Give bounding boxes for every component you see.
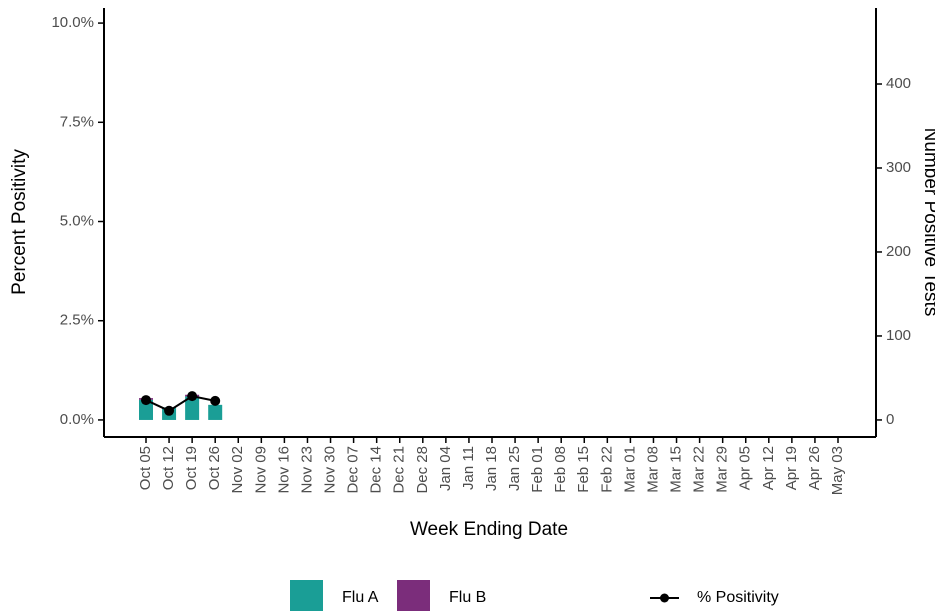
y-tick-label: 2.5% — [60, 312, 94, 329]
point — [210, 395, 221, 406]
x-tick-label: Jan 11 — [460, 446, 477, 490]
x-tick-label: Nov 02 — [229, 446, 246, 494]
y2-tick-label: 200 — [886, 243, 911, 260]
legend-swatch — [290, 580, 323, 611]
point — [187, 391, 198, 402]
x-tick-label: Jan 18 — [483, 446, 500, 491]
point — [164, 405, 175, 416]
y-tick-label: 0.0% — [60, 411, 94, 428]
line — [145, 395, 216, 412]
point — [141, 395, 151, 406]
x-axis-title: Week Ending Date — [410, 519, 568, 540]
x-tick-label: Oct 05 — [137, 446, 154, 490]
x-tick-label: Dec 14 — [368, 446, 385, 494]
y2-tick-label: 0 — [886, 411, 894, 428]
legend-label: Flu B — [449, 589, 486, 606]
x-tick-label: Apr 12 — [760, 446, 777, 490]
y-axis-title: Percent Positivity — [9, 149, 30, 295]
bar — [208, 404, 223, 420]
x-tick-label: Oct 19 — [183, 446, 200, 490]
x-tick-label: Mar 01 — [621, 446, 638, 493]
x-tick-label: Oct 12 — [160, 446, 177, 490]
y2-tick-label: 400 — [886, 75, 911, 92]
x-tick-label: Nov 23 — [298, 446, 315, 494]
x-tick-label: Mar 22 — [691, 446, 708, 493]
y-tick-label: 5.0% — [60, 212, 94, 229]
y2-axis-title: Number Positive Tests — [920, 128, 935, 317]
x-tick-label: Oct 26 — [206, 446, 223, 490]
x-tick-label: Nov 30 — [322, 446, 339, 494]
legend-label: % Positivity — [697, 589, 779, 606]
x-tick-label: Apr 26 — [806, 446, 823, 490]
y2-tick-label: 300 — [886, 159, 911, 176]
y-tick-label: 7.5% — [60, 113, 94, 130]
y-tick-label: 10.0% — [51, 14, 94, 31]
x-tick-label: May 03 — [829, 446, 846, 495]
x-tick-label: Nov 09 — [252, 446, 269, 494]
legend-point — [660, 593, 669, 603]
x-tick-label: Nov 16 — [275, 446, 292, 494]
x-tick-label: Feb 15 — [575, 446, 592, 493]
x-tick-label: Feb 01 — [529, 446, 546, 493]
x-tick-label: Dec 28 — [414, 446, 431, 494]
x-tick-label: Mar 08 — [644, 446, 661, 493]
y2-tick-label: 100 — [886, 327, 911, 344]
bar — [139, 399, 153, 420]
x-tick-label: Apr 05 — [737, 446, 754, 490]
bar — [185, 396, 200, 420]
x-tick-label: Jan 25 — [506, 446, 523, 491]
x-tick-label: Feb 22 — [598, 446, 615, 493]
x-tick-label: Mar 29 — [714, 446, 731, 493]
x-tick-label: Dec 21 — [391, 446, 408, 494]
x-tick-label: Jan 04 — [437, 446, 454, 491]
x-tick-label: Dec 07 — [345, 446, 362, 494]
legend-label: Flu A — [342, 589, 379, 606]
legend-swatch — [397, 580, 430, 611]
x-tick-label: Mar 15 — [668, 446, 685, 493]
x-tick-label: Feb 08 — [552, 446, 569, 493]
x-tick-label: Apr 19 — [783, 446, 800, 490]
